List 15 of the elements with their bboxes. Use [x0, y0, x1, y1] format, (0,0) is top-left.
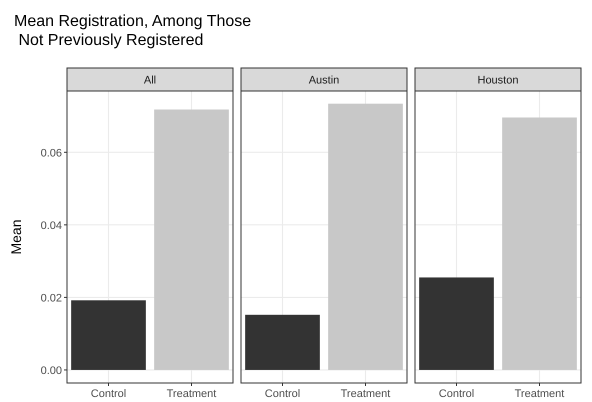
x-tick-label: Treatment: [166, 388, 216, 400]
chart-title: Mean Registration, Among Those Not Previously Registered: [14, 13, 252, 49]
y-tick-label: 0.00: [40, 364, 62, 377]
chart-subtitle: Austin: [308, 74, 340, 86]
y-tick-label: 0.06: [40, 147, 62, 160]
y-tick-label: 0.02: [40, 292, 62, 304]
x-tick-label: Control: [438, 388, 474, 400]
chart-subtitle: Houston: [478, 74, 518, 86]
x-tick-label: Control: [90, 388, 126, 400]
x-tick-label: Treatment: [340, 388, 390, 400]
y-tick-label: 0.04: [40, 220, 62, 232]
chart-subtitle: All: [144, 74, 156, 86]
y-axis-title: Mean: [8, 219, 24, 255]
x-tick-label: Control: [264, 388, 300, 400]
x-tick-label: Treatment: [514, 388, 564, 400]
